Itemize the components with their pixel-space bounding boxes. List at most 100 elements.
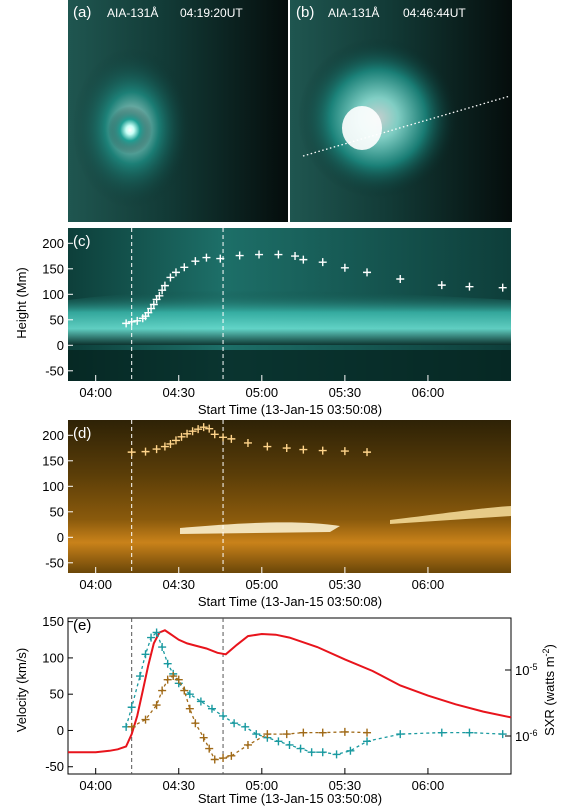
height-point — [188, 427, 197, 436]
y-tick-label-e: 100 — [42, 650, 64, 665]
velocity-point-131 — [252, 730, 261, 739]
panel-c-xlabel: Start Time (13-Jan-15 03:50:08) — [198, 402, 382, 417]
y-tick-label-d: 0 — [57, 530, 64, 545]
panel-a-time: 04:19:20UT — [180, 6, 243, 20]
velocity-point-94 — [199, 733, 208, 742]
x-tick-label-c: 04:00 — [79, 385, 112, 400]
height-point — [340, 263, 349, 272]
velocity-point-131 — [147, 633, 156, 642]
panel-c-ylabel: Height (Mm) — [14, 267, 29, 339]
panel-e-letter: (e) — [73, 617, 91, 634]
velocity-point-131 — [141, 650, 150, 659]
y-tick-label-e: 150 — [42, 614, 64, 629]
height-point — [396, 275, 405, 283]
height-point — [166, 273, 175, 282]
velocity-point-94 — [169, 672, 178, 681]
panel-c-image: (c) — [68, 228, 511, 381]
x-tick-label-d: 05:00 — [246, 577, 279, 592]
velocity-point-131 — [127, 703, 136, 712]
height-point — [227, 434, 236, 443]
velocity-point-131 — [274, 737, 283, 746]
y-tick-label-e: 0 — [57, 723, 64, 738]
y-tick-label-e: 50 — [50, 687, 64, 702]
x-tick-label-d: 04:00 — [79, 577, 112, 592]
x-tick-label-e: 05:30 — [329, 778, 362, 793]
y-tick-label-c: 50 — [50, 312, 64, 327]
velocity-point-94 — [263, 730, 272, 739]
velocity-point-131 — [318, 748, 327, 757]
velocity-point-131 — [158, 643, 167, 652]
velocity-point-131 — [219, 711, 228, 720]
velocity-point-131 — [332, 750, 341, 759]
height-point — [199, 423, 208, 432]
height-point — [363, 448, 372, 457]
panel-d-image: (d) — [68, 420, 511, 573]
height-point — [243, 438, 252, 447]
x-tick-label-d: 05:30 — [329, 577, 362, 592]
y-tick-label-e: -50 — [45, 759, 64, 774]
y2-tick-label: 10-6 — [515, 728, 537, 744]
height-point — [205, 424, 214, 433]
velocity-line-94 — [131, 675, 368, 761]
height-point — [263, 442, 272, 451]
velocity-point-94 — [191, 719, 200, 728]
x-tick-label-c: 04:30 — [162, 385, 195, 400]
height-point — [180, 263, 189, 272]
velocity-point-131 — [346, 746, 355, 755]
panel-b-letter: (b) — [296, 4, 314, 21]
velocity-point-94 — [282, 730, 291, 739]
height-point — [160, 442, 169, 451]
velocity-point-131 — [135, 672, 144, 681]
velocity-point-94 — [180, 686, 189, 695]
panel-b-time: 04:46:44UT — [403, 6, 466, 20]
height-point — [171, 436, 180, 445]
height-point — [166, 439, 175, 448]
velocity-point-131 — [363, 737, 372, 746]
velocity-point-131 — [152, 628, 161, 637]
y-tick-label-c: 200 — [42, 236, 64, 251]
y-tick-label-c: 100 — [42, 287, 64, 302]
x-tick-label-e: 04:00 — [79, 778, 112, 793]
x-tick-label-e: 04:30 — [162, 778, 195, 793]
panel-b: (b) AIA-131Å 04:46:44UT — [290, 0, 512, 222]
x-tick-label-c: 05:00 — [246, 385, 279, 400]
height-point — [191, 257, 200, 266]
velocity-point-94 — [185, 704, 194, 713]
height-point — [282, 444, 291, 453]
height-point — [210, 430, 219, 439]
height-point — [155, 291, 164, 300]
x-tick-label-c: 05:30 — [329, 385, 362, 400]
x-tick-label-e: 06:00 — [412, 778, 445, 793]
height-point — [133, 316, 142, 325]
height-point — [363, 268, 372, 277]
sxr-flux-line — [68, 629, 512, 754]
velocity-point-131 — [163, 659, 172, 668]
velocity-point-94 — [227, 751, 236, 760]
velocity-point-131 — [498, 730, 507, 739]
height-point — [158, 286, 167, 295]
height-point — [219, 433, 228, 442]
velocity-point-131 — [185, 690, 194, 699]
height-point — [235, 251, 244, 260]
panel-e-y2label: SXR (watts m-2) — [541, 644, 557, 736]
velocity-point-131 — [196, 697, 205, 706]
height-point — [498, 283, 507, 292]
height-point — [160, 281, 169, 290]
velocity-point-94 — [299, 728, 308, 737]
height-point — [147, 304, 156, 313]
height-point — [149, 300, 158, 309]
y-tick-label-c: 150 — [42, 261, 64, 276]
y-tick-label-d: 150 — [42, 453, 64, 468]
height-point — [340, 447, 349, 456]
height-point — [318, 258, 327, 267]
y-tick-label-d: 200 — [42, 428, 64, 443]
velocity-point-94 — [219, 754, 228, 763]
velocity-point-94 — [243, 740, 252, 749]
height-point — [465, 282, 474, 291]
height-point — [127, 317, 136, 326]
y-tick-label-c: -50 — [45, 363, 64, 378]
y-tick-label-c: 0 — [57, 338, 64, 353]
panel-e-ylabel: Velocity (km/s) — [14, 648, 29, 733]
panel-a-instrument: AIA-131Å — [107, 5, 158, 20]
